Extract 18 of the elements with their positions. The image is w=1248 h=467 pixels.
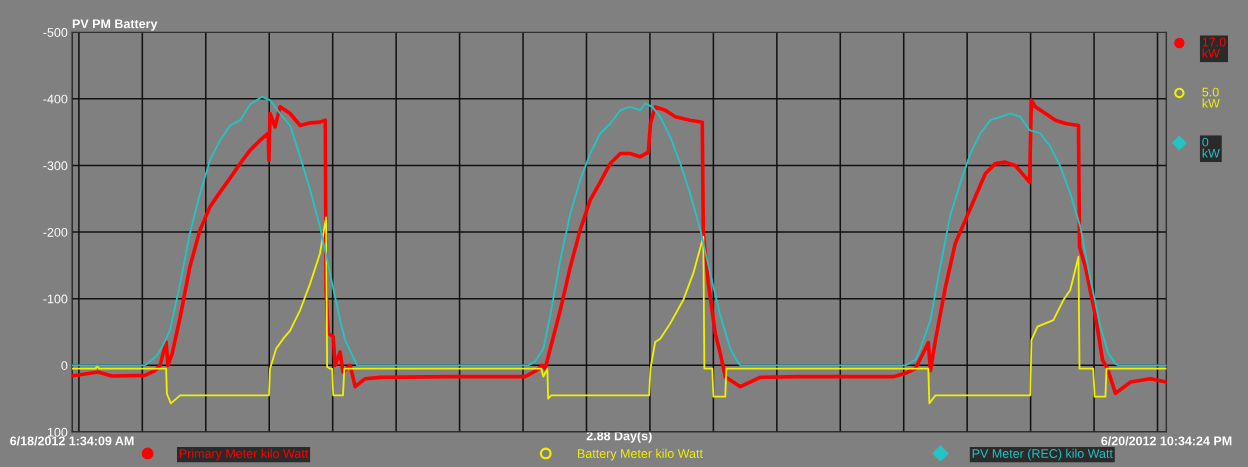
text: 17.0 kW <box>1202 37 1226 58</box>
x-tick-label: 6/18/2012 1:34:09 AM <box>10 436 134 446</box>
x-tick-label: 6/20/2012 10:34:24 PM <box>1101 436 1232 446</box>
legend-label: PV Meter (REC) kilo Watt <box>972 448 1113 461</box>
text: 0 kW <box>1202 137 1220 158</box>
y-tick-label: -200 <box>43 227 68 237</box>
y-tick-label: -300 <box>43 161 68 171</box>
line-series <box>72 216 1167 405</box>
text: 5.0 kW <box>1202 87 1220 108</box>
y-tick-label: 0 <box>61 361 68 370</box>
y-tick-label: -400 <box>43 94 68 104</box>
legend-label: Battery Meter kilo Watt <box>578 448 703 461</box>
y-tick-label: -100 <box>43 294 68 304</box>
chart-title: PV PM Battery <box>72 19 158 31</box>
y-tick-label: 100 <box>47 427 68 437</box>
y-tick-label: -500 <box>43 28 68 37</box>
x-axis-title: 2.88 Day(s) <box>586 431 652 443</box>
legend-label: Primary Meter kilo Watt <box>179 448 309 461</box>
